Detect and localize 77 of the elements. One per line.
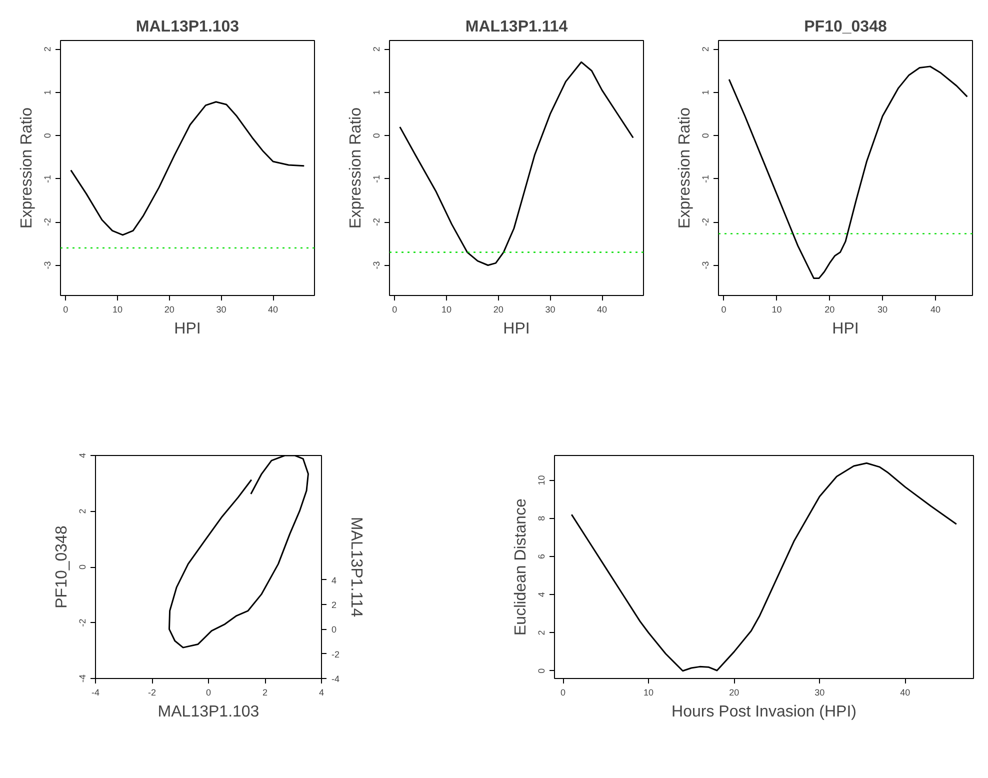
chart-title: MAL13P1.114: [465, 18, 568, 36]
y-tick-label: -4: [78, 674, 88, 682]
x-tick-label: 10: [772, 304, 782, 314]
y-tick-label: 2: [42, 46, 52, 52]
x-axis-title: HPI: [832, 320, 859, 338]
x-axis-title: MAL13P1.103: [158, 704, 260, 720]
x-tick-label: 40: [900, 688, 910, 698]
x-tick-label: 2: [262, 688, 268, 698]
y-tick-label: 0: [78, 564, 88, 570]
y-axis-title: Expression Ratio: [676, 107, 694, 228]
x-tick-label: 30: [545, 304, 556, 314]
y2-tick-label: 4: [332, 575, 337, 586]
y-tick-label: 6: [536, 554, 546, 560]
chart-title: MAL13P1.103: [136, 18, 240, 36]
x-tick-label: 0: [721, 304, 726, 314]
x-tick-label: 10: [442, 304, 452, 314]
y-tick-label: 4: [78, 452, 88, 458]
x-tick-label: 30: [216, 304, 226, 314]
x-tick-label: 10: [112, 304, 123, 314]
y-axis-title: Euclidean Distance: [512, 498, 530, 636]
x-tick-label: 10: [644, 688, 654, 698]
x-tick-label: 20: [164, 304, 174, 314]
y2-tick-label: -4: [332, 674, 340, 684]
line-series: [399, 61, 634, 266]
y-tick-label: 0: [372, 133, 382, 138]
x-tick-label: 30: [814, 688, 825, 698]
x-tick-label: 0: [560, 688, 566, 698]
x-tick-label: -4: [92, 688, 100, 698]
y-tick-label: -2: [700, 218, 710, 226]
chart-title: PF10_0348: [804, 18, 887, 36]
y-tick-label: 1: [42, 90, 52, 95]
x-axis-title: HPI: [174, 320, 201, 338]
x-tick-label: 20: [824, 304, 835, 314]
y-tick-label: -2: [42, 218, 52, 226]
x-tick-label: 40: [268, 304, 278, 314]
y-tick-label: 1: [372, 90, 382, 95]
y-axis-title: Expression Ratio: [18, 107, 36, 228]
x-tick-label: 40: [930, 304, 940, 314]
x-tick-label: 4: [318, 688, 324, 698]
x-tick-label: 20: [493, 304, 504, 314]
x-tick-label: 0: [63, 304, 68, 314]
y-tick-label: -2: [78, 618, 88, 627]
y2-axis-title: MAL13P1.114: [348, 516, 364, 618]
y-tick-label: 10: [536, 475, 546, 486]
y-tick-label: -3: [42, 261, 52, 270]
y-tick-label: -1: [42, 174, 52, 183]
y-tick-label: 0: [700, 133, 710, 138]
y-axis-title: Expression Ratio: [348, 107, 364, 228]
y-tick-label: 4: [536, 592, 546, 598]
y-tick-label: -3: [372, 261, 382, 270]
y-tick-label: 2: [536, 630, 546, 636]
x-tick-label: 40: [597, 304, 608, 314]
y2-tick-label: 2: [332, 600, 337, 610]
y-tick-label: 2: [78, 508, 88, 514]
y-tick-label: 1: [700, 90, 710, 95]
x-tick-label: 0: [206, 688, 212, 698]
x-tick-label: 20: [729, 688, 740, 698]
line-series: [570, 462, 958, 672]
x-tick-label: 0: [392, 304, 398, 314]
line-series: [728, 66, 968, 279]
y2-tick-label: -2: [332, 649, 340, 660]
y-tick-label: 0: [42, 133, 52, 138]
x-tick-label: 30: [878, 304, 888, 314]
y-tick-label: 8: [536, 516, 546, 521]
y-tick-label: 2: [372, 46, 382, 52]
line-series: [70, 101, 305, 236]
x-tick-label: -2: [148, 688, 156, 698]
y-tick-label: -1: [700, 174, 710, 183]
y-tick-label: -3: [700, 261, 710, 270]
x-axis-title: Hours Post Invasion (HPI): [672, 704, 856, 720]
y-tick-label: 2: [700, 46, 710, 52]
x-axis-title: HPI: [503, 320, 530, 338]
y-tick-label: -1: [372, 174, 382, 183]
y2-tick-label: 0: [332, 624, 337, 635]
y-axis-title: PF10_0348: [54, 526, 70, 608]
y-tick-label: -2: [372, 218, 382, 226]
y-tick-label: 0: [536, 668, 546, 674]
